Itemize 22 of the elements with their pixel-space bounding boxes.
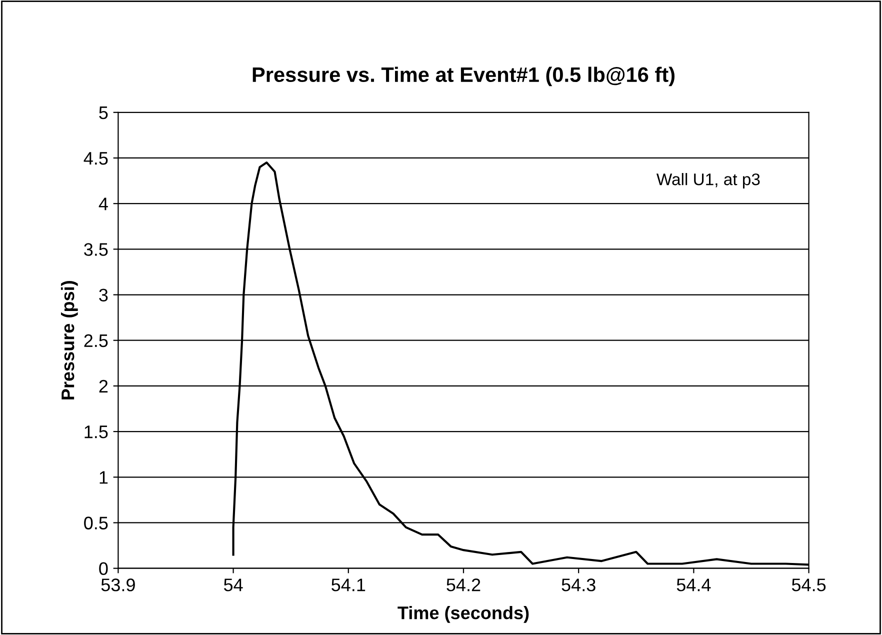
- x-tick-label: 54: [224, 578, 243, 592]
- y-tick-label: 1: [100, 471, 108, 484]
- y-tick-label: 2.5: [84, 334, 108, 348]
- x-tick-label: 54.1: [332, 578, 366, 592]
- y-tick-label: 4.5: [84, 152, 108, 165]
- chart-title: Pressure vs. Time at Event#1 (0.5 lb@16 ft): [252, 66, 674, 86]
- y-tick-label: 4: [98, 198, 108, 210]
- annotation: Wall U1, at p3: [656, 173, 760, 189]
- x-tick-label: 53.9: [101, 578, 135, 592]
- x-tick-label: 54.3: [562, 578, 596, 592]
- x-axis-title: Time (seconds): [398, 606, 529, 623]
- x-tick-label: 54.4: [676, 578, 711, 592]
- y-tick-label: 3: [99, 288, 108, 302]
- y-axis-title: Pressure (psi): [60, 281, 78, 400]
- x-tick-label: 54.5: [792, 578, 826, 592]
- y-tick-label: 5: [99, 106, 108, 120]
- y-tick-label: 2: [99, 380, 108, 392]
- y-tick-label: 3.5: [84, 243, 108, 256]
- y-tick-label: 0.5: [84, 516, 108, 530]
- x-tick-label: 54.2: [446, 578, 480, 592]
- y-tick-label: 0: [99, 562, 108, 576]
- y-tick-label: 1.5: [84, 426, 108, 438]
